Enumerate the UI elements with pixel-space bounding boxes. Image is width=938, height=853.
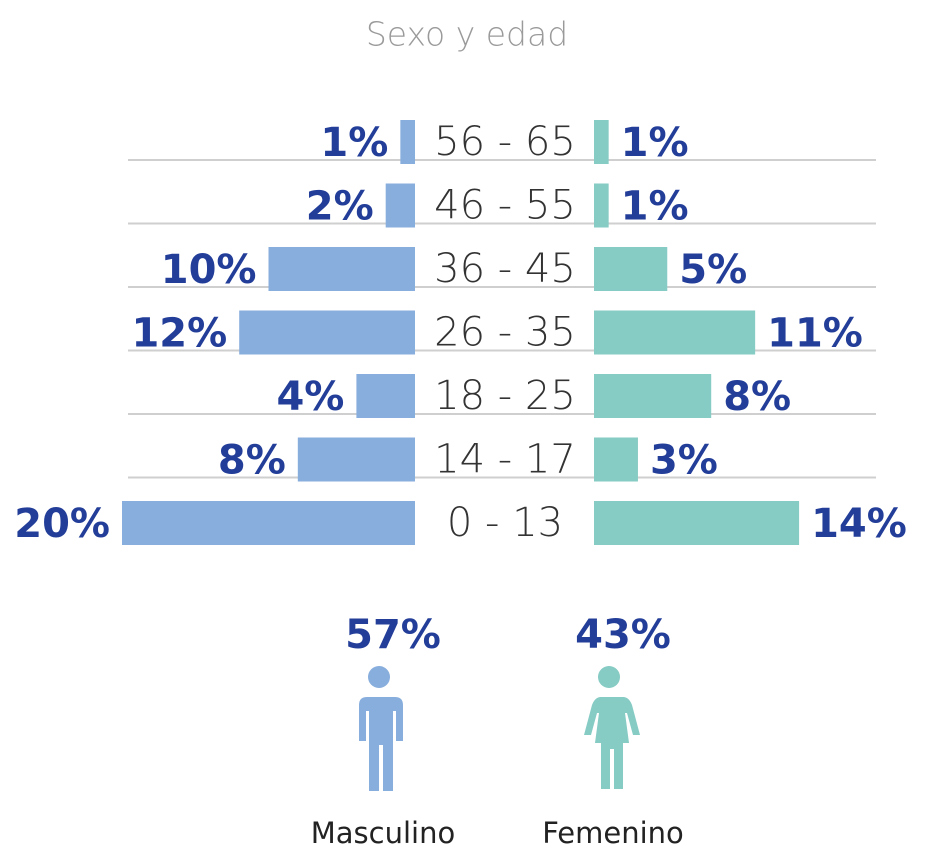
icon-body bbox=[359, 697, 403, 791]
bar bbox=[594, 374, 712, 418]
bar bbox=[297, 437, 415, 482]
icon-body bbox=[584, 697, 640, 789]
chart-title: Sexo y edad bbox=[366, 15, 568, 54]
bar bbox=[356, 374, 415, 418]
value-label: 12% bbox=[131, 311, 227, 357]
bar bbox=[268, 247, 415, 291]
icon-head bbox=[598, 666, 620, 688]
person-icon bbox=[584, 666, 640, 789]
bar bbox=[594, 437, 638, 482]
legend-label: Masculino bbox=[311, 816, 455, 850]
total-label: 57% bbox=[345, 612, 441, 658]
value-label: 8% bbox=[218, 438, 286, 484]
person-icon bbox=[359, 666, 403, 791]
category-label: 46 - 55 bbox=[434, 183, 576, 229]
bar bbox=[385, 183, 415, 228]
total-label: 43% bbox=[575, 612, 671, 658]
bar bbox=[400, 120, 415, 164]
category-label: 18 - 25 bbox=[434, 373, 576, 419]
value-label: 20% bbox=[14, 501, 110, 547]
value-label: 4% bbox=[276, 374, 344, 420]
category-label: 36 - 45 bbox=[434, 246, 576, 292]
bar bbox=[594, 310, 756, 355]
value-label: 11% bbox=[767, 311, 863, 357]
value-label: 14% bbox=[811, 501, 907, 547]
value-label: 2% bbox=[306, 184, 374, 230]
category-label: 14 - 17 bbox=[434, 437, 576, 483]
bar bbox=[122, 501, 415, 545]
value-label: 10% bbox=[161, 247, 257, 293]
value-label: 1% bbox=[320, 120, 388, 166]
bar bbox=[594, 120, 609, 164]
bar bbox=[594, 183, 609, 228]
category-label: 0 - 13 bbox=[447, 500, 563, 546]
category-label: 26 - 35 bbox=[434, 310, 576, 356]
legend-label: Femenino bbox=[542, 816, 684, 850]
value-label: 5% bbox=[679, 247, 747, 293]
bar bbox=[594, 501, 800, 545]
value-label: 1% bbox=[621, 184, 689, 230]
value-label: 3% bbox=[650, 438, 718, 484]
category-label: 56 - 65 bbox=[434, 119, 576, 165]
bar bbox=[239, 310, 415, 355]
value-label: 1% bbox=[621, 120, 689, 166]
icon-head bbox=[368, 666, 390, 688]
value-label: 8% bbox=[723, 374, 791, 420]
bar bbox=[594, 247, 668, 291]
